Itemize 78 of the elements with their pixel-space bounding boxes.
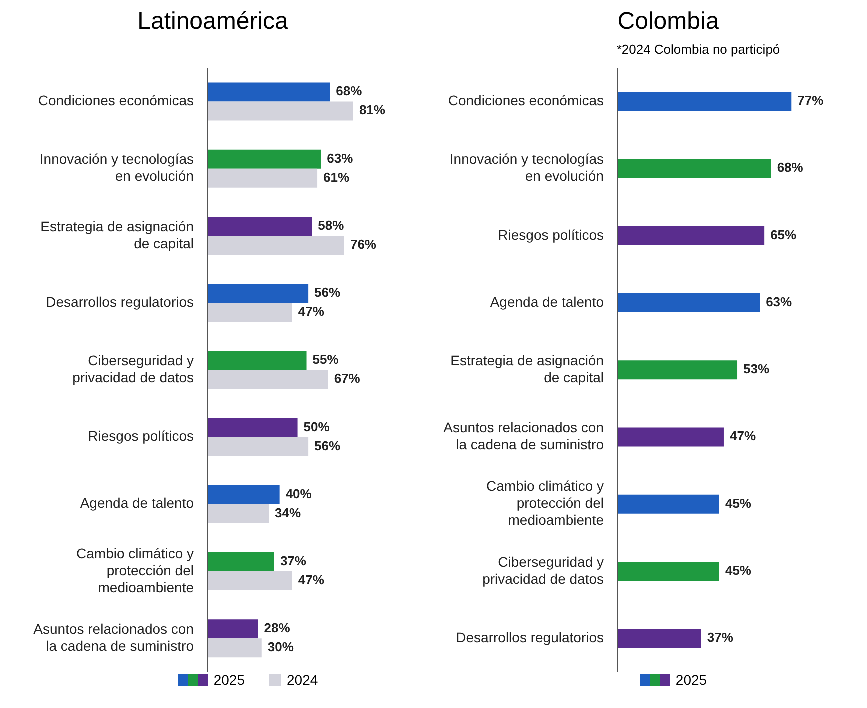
data-label: 55% xyxy=(312,352,340,368)
bar xyxy=(208,168,318,188)
data-label: 63% xyxy=(327,150,354,166)
bar xyxy=(618,360,738,380)
data-label: 65% xyxy=(770,227,798,242)
data-label: 47% xyxy=(298,304,325,320)
data-label: 76% xyxy=(350,236,377,252)
data-label: 47% xyxy=(298,572,325,588)
bar xyxy=(208,236,344,255)
data-label: 67% xyxy=(334,371,361,386)
bar xyxy=(208,638,262,658)
data-label: 56% xyxy=(314,285,342,300)
data-label: 45% xyxy=(725,562,752,578)
bar xyxy=(618,226,765,246)
data-label: 40% xyxy=(286,486,312,502)
y-tick-label: Agenda de talento xyxy=(80,494,194,511)
y-tick-label: Estrategia de asignación de capital xyxy=(450,352,604,386)
y-tick-label: Riesgos políticos xyxy=(498,226,604,242)
bar xyxy=(208,82,330,102)
y-tick-label: Riesgos políticos xyxy=(88,428,194,444)
y-tick-label: Asuntos relacionados con la cadena de suministro xyxy=(34,620,194,654)
chart-title: Colombia xyxy=(616,8,720,37)
data-label: 50% xyxy=(304,419,330,434)
y-tick-label: Desarrollos regulatorios xyxy=(46,294,194,310)
legend-label: 2025 xyxy=(676,672,708,688)
bar xyxy=(618,562,720,581)
y-tick-label: Cambio climático y protección del medioambiente xyxy=(76,545,194,596)
bar xyxy=(208,437,309,456)
data-label: 68% xyxy=(777,160,804,176)
data-label: 53% xyxy=(744,362,770,377)
y-tick-label: Ciberseguridad y privacidad de datos xyxy=(72,352,194,386)
bar xyxy=(208,485,280,504)
bar xyxy=(208,303,292,322)
y-tick-label: Estrategia de asignación de capital xyxy=(40,218,194,251)
y-tick-label: Ciberseguridad y privacidad de datos xyxy=(482,554,604,587)
data-label: 68% xyxy=(336,84,363,99)
bar xyxy=(208,572,292,591)
bar xyxy=(618,159,772,178)
bar xyxy=(618,629,702,648)
bar xyxy=(618,293,760,312)
bar xyxy=(618,92,792,112)
data-label: 30% xyxy=(268,640,294,655)
y-tick-label: Desarrollos regulatorios xyxy=(456,629,604,646)
chart-title: Latinoamérica xyxy=(136,8,290,37)
data-label: 47% xyxy=(730,428,756,444)
bar xyxy=(208,351,307,370)
bar xyxy=(208,370,328,390)
y-tick-label: Condiciones económicas xyxy=(448,92,604,108)
bar xyxy=(208,150,322,169)
y-tick-label: Cambio climático y protección del medioambiente xyxy=(486,478,604,528)
y-tick-label: Asuntos relacionados con la cadena de suministro xyxy=(444,419,604,452)
legend-label: 2025 xyxy=(214,672,245,688)
data-label: 77% xyxy=(798,93,824,108)
bar xyxy=(208,620,258,639)
data-label: 58% xyxy=(318,218,345,233)
bar xyxy=(208,102,354,121)
data-label: 81% xyxy=(359,102,386,118)
data-label: 61% xyxy=(324,170,350,185)
bar xyxy=(618,494,720,514)
text: *2024 Colombia no participó xyxy=(616,42,780,57)
bar xyxy=(208,504,270,524)
y-tick-label: Innovación y tecnologías en evolución xyxy=(450,150,604,184)
data-label: 63% xyxy=(766,294,793,310)
data-label: 28% xyxy=(264,620,291,636)
data-label: 56% xyxy=(314,438,342,454)
data-label: 34% xyxy=(275,505,302,520)
bar xyxy=(208,552,274,572)
bar xyxy=(208,284,309,304)
legend-label: 2024 xyxy=(287,672,318,688)
bar xyxy=(208,216,312,236)
bar xyxy=(618,428,724,447)
y-tick-label: Condiciones económicas xyxy=(38,92,194,108)
y-tick-label: Innovación y tecnologías en evolución xyxy=(40,150,194,184)
data-label: 45% xyxy=(725,496,752,511)
y-tick-label: Agenda de talento xyxy=(490,294,604,310)
data-label: 37% xyxy=(707,630,734,645)
data-label: 37% xyxy=(280,553,307,568)
bar xyxy=(208,418,298,438)
